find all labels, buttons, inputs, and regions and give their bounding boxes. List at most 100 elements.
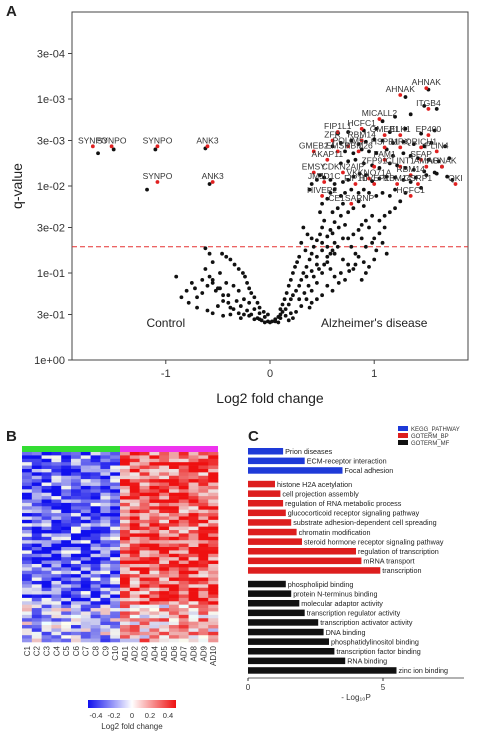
heatmap-cell [51,533,62,538]
heatmap-cell [100,587,111,592]
heatmap-cell [120,567,131,572]
heatmap-cell [22,553,33,558]
heatmap-cell [188,577,199,582]
data-point [245,281,249,285]
heatmap-cell [51,638,62,643]
heatmap-cell [149,479,160,483]
heatmap-cell [90,628,101,633]
data-point [218,271,222,275]
data-point [262,315,267,319]
data-point [205,308,210,313]
heatmap-cell [120,577,131,582]
heatmap-cell [100,485,111,490]
heatmap-cell [208,628,219,633]
heatmap-cell [198,638,209,643]
heatmap-cell [51,516,62,521]
heatmap-cell [149,458,160,463]
data-point [299,277,304,282]
heatmap-cell [71,536,82,541]
data-point [242,312,246,317]
column-label: C9 [101,645,110,656]
heatmap-cell [198,492,209,497]
gene-label: CDKN2AIP [322,162,365,172]
heatmap-cell [169,540,180,544]
heatmap-cell [120,563,131,568]
heatmap-cell [159,550,170,555]
data-point [299,240,304,245]
heatmap-cell [41,628,52,633]
gene-label: HIVEP2 [359,173,390,183]
data-point [338,271,343,275]
heatmap-cell [22,560,33,565]
data-point [343,190,347,195]
heatmap-cell [90,557,101,561]
gene-label: GMEB1 [370,124,400,134]
data-point [343,223,347,227]
heatmap-cell [169,479,180,483]
data-point [215,304,220,308]
heatmap-cell [90,601,101,605]
heatmap-cell [31,492,42,497]
heatmap-cell [169,475,180,480]
heatmap-cell [80,530,91,534]
heatmap-cell [120,618,131,622]
data-point [238,304,243,308]
heatmap-cell [80,601,91,605]
heatmap-cell [22,513,33,517]
data-point [252,317,257,322]
heatmap-cell [139,533,150,538]
heatmap-cell [129,560,140,565]
data-point [363,139,368,144]
highlighted-point [90,144,95,149]
heatmap-cell [22,496,33,500]
data-point [325,260,330,265]
heatmap-cell [110,628,121,633]
data-point [353,251,358,256]
heatmap-cell [208,540,219,544]
highlighted-point [426,133,431,138]
heatmap-cell [22,597,33,602]
heatmap-cell [208,496,219,500]
heatmap-cell [169,462,180,466]
heatmap-cell [169,536,180,541]
gene-label: FIP1L1 [324,121,352,131]
heatmap-cell [178,489,189,494]
heatmap-cell [208,570,219,575]
heatmap-cell [178,604,189,609]
group-label-ad: Alzheimer's disease [321,316,428,330]
heatmap-cell [61,523,72,527]
data-point [367,149,371,154]
data-point [330,210,335,215]
heatmap-cell [80,560,91,565]
heatmap-cell [110,577,121,582]
term-label: transcription activator activity [320,618,413,627]
heatmap-cell [80,499,91,504]
data-point [311,244,316,249]
heatmap-cell [129,608,140,612]
heatmap-cell [100,482,111,487]
heatmap-cell [208,618,219,622]
data-point [359,277,364,282]
heatmap-cell [139,628,150,633]
data-point [184,288,189,293]
enrichment-bar [248,557,362,565]
data-point [224,254,229,259]
colorbar-tick-label: -0.4 [90,711,103,720]
heatmap-cell [110,635,121,639]
highlighted-point [311,149,316,154]
heatmap-cell [90,638,101,643]
heatmap-cell [100,547,111,551]
heatmap-cell [71,492,82,497]
heatmap-cell [198,625,209,629]
heatmap-cell [198,560,209,565]
heatmap-cell [178,540,189,544]
heatmap-cell [129,553,140,558]
gene-label: SYNPO [78,135,108,145]
y-tick-label: 3e-03 [37,136,65,148]
heatmap-cell [139,560,150,565]
gene-label: RBM26 [344,140,373,150]
heatmap-cell [139,625,150,629]
heatmap-cell [22,550,33,555]
y-tick-label: 3e-04 [37,49,65,61]
heatmap-cell [169,618,180,622]
